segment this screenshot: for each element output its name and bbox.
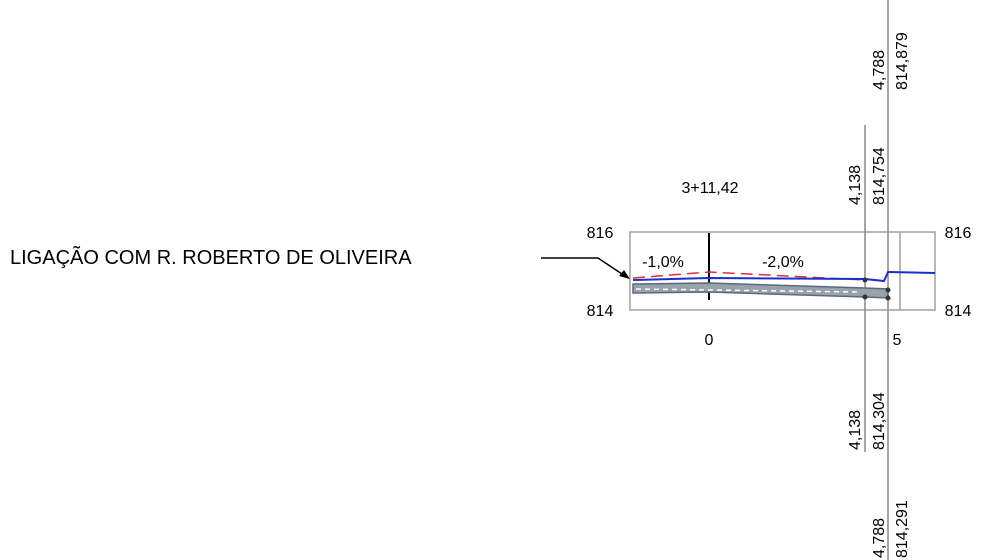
elevation-label: 816 — [945, 225, 972, 242]
point-offset: 4,138 — [847, 165, 864, 205]
point-elevation: 814,304 — [871, 392, 888, 450]
node — [885, 287, 891, 293]
node — [862, 277, 868, 283]
terrain-line — [632, 271, 866, 281]
elevation-label: 814 — [587, 303, 614, 320]
point-offset: 4,138 — [847, 410, 864, 450]
point-offset: 4,788 — [871, 518, 888, 558]
offset-label: 5 — [893, 332, 902, 349]
section-label: LIGAÇÃO COM R. ROBERTO DE OLIVEIRA — [10, 245, 412, 269]
slope: -1,0% — [642, 254, 684, 271]
point-elevation: 814,754 — [871, 147, 888, 205]
leader — [541, 257, 629, 279]
frame — [629, 231, 936, 311]
elevation-label: 816 — [587, 225, 614, 242]
point-elevation: 814,291 — [894, 500, 911, 558]
point-elevation: 814,879 — [894, 32, 911, 90]
arrowhead — [619, 270, 630, 279]
station: 3+11,42 — [681, 180, 738, 197]
slope: -2,0% — [762, 254, 804, 271]
offset-label: 0 — [705, 332, 714, 349]
design-line — [632, 270, 936, 283]
node — [885, 295, 891, 301]
point-offset: 4,788 — [871, 50, 888, 90]
node — [862, 294, 868, 300]
pavement-layers — [632, 282, 889, 299]
elevation-label: 814 — [945, 303, 972, 320]
layer-hatch — [635, 288, 861, 293]
